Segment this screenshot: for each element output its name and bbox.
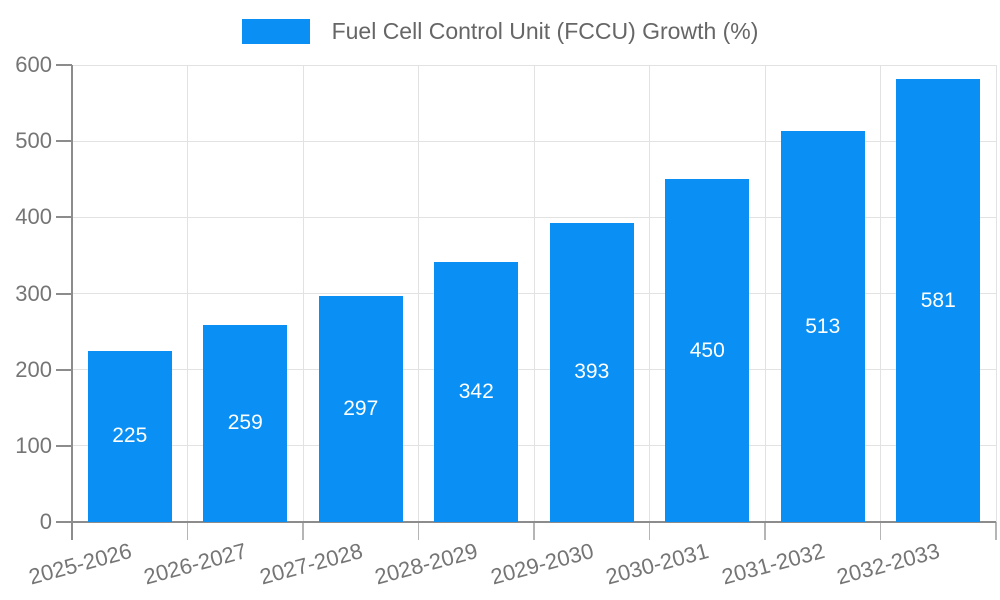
y-axis-tick [56, 140, 72, 143]
x-gridline [995, 65, 997, 522]
x-axis-tick [764, 522, 766, 540]
bar-value-label: 259 [227, 411, 263, 435]
bar-2027-2028 [318, 295, 403, 522]
bar-value-label: 581 [920, 288, 956, 312]
bar-2029-2030 [549, 222, 634, 522]
x-gridline [187, 65, 188, 522]
y-axis-tick [56, 521, 72, 523]
legend-item[interactable]: Fuel Cell Control Unit (FCCU) Growth (%) [0, 17, 1000, 45]
x-gridline [880, 65, 881, 522]
y-axis-tick-label: 600 [15, 52, 52, 77]
bar-2028-2029 [434, 261, 519, 522]
y-axis-tick-label: 500 [15, 128, 52, 154]
x-gridline [418, 65, 419, 522]
x-gridline [764, 65, 766, 522]
x-axis-tick [995, 522, 997, 540]
bar-2025-2026 [87, 350, 172, 522]
bar-value-label: 225 [112, 424, 148, 448]
x-axis-tick [417, 522, 420, 540]
y-axis-tick [56, 64, 72, 66]
bar-value-label: 450 [689, 338, 725, 362]
bar-value-label: 393 [574, 360, 610, 384]
x-gridline [302, 65, 304, 522]
y-axis-tick-label: 100 [15, 432, 52, 458]
y-axis-tick-label: 200 [15, 356, 52, 382]
x-gridline [533, 65, 535, 522]
y-axis-tick-label: 300 [15, 280, 52, 306]
y-axis-tick-label: 0 [39, 509, 52, 534]
bar-value-label: 342 [458, 379, 494, 403]
x-axis-tick [879, 522, 882, 540]
legend-label: Fuel Cell Control Unit (FCCU) Growth (%) [331, 18, 759, 44]
x-gridline [649, 65, 650, 522]
y-axis-tick [56, 368, 72, 371]
bar-value-label: 513 [805, 314, 841, 338]
y-axis-tick [56, 444, 72, 447]
bar-2030-2031 [665, 179, 750, 522]
y-axis-tick-label: 400 [15, 204, 52, 230]
legend-swatch [241, 18, 310, 44]
bar-2026-2027 [203, 324, 288, 522]
x-axis-tick [302, 522, 304, 540]
bar-2032-2033 [896, 79, 981, 522]
bar-value-label: 297 [343, 396, 379, 420]
y-gridline [72, 64, 996, 66]
y-axis-tick [56, 292, 72, 295]
x-axis-tick [186, 522, 189, 540]
y-axis-line [71, 65, 73, 540]
x-axis-tick [648, 522, 651, 540]
y-axis-tick [56, 216, 72, 219]
bar-2031-2032 [780, 131, 865, 522]
x-axis-tick [533, 522, 535, 540]
x-axis-tick [71, 522, 73, 540]
